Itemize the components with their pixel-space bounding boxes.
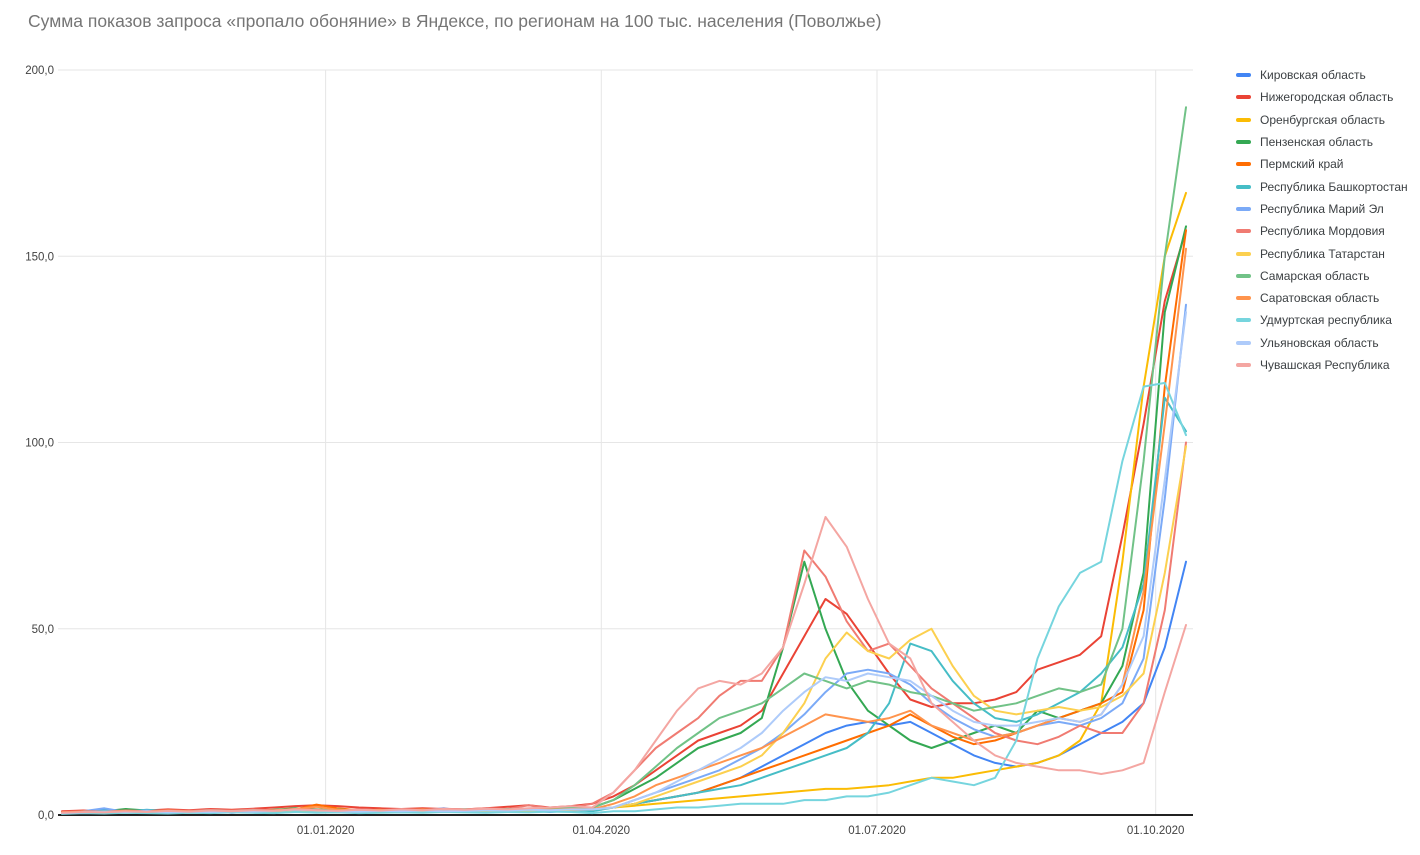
legend-item-12[interactable]: Ульяновская область [1236,332,1408,354]
legend-label: Пермский край [1260,157,1344,172]
legend-swatch-icon [1236,73,1251,78]
y-axis-tick-label: 50,0 [32,624,54,636]
series-line-1[interactable] [61,229,1187,813]
legend-item-7[interactable]: Республика Мордовия [1236,220,1408,242]
legend-label: Оренбургская область [1260,112,1386,127]
legend-label: Чувашская Республика [1260,358,1390,372]
legend-item-1[interactable]: Нижегородская область [1236,86,1408,108]
chart-title: Сумма показов запроса «пропало обоняние»… [28,11,882,31]
legend-item-2[interactable]: Оренбургская область [1236,109,1408,131]
legend-item-5[interactable]: Республика Башкортостан [1236,175,1408,197]
legend-swatch-icon [1236,251,1251,256]
series-line-13[interactable] [61,516,1187,814]
legend-item-3[interactable]: Пензенская область [1236,131,1408,153]
y-axis-tick-label: 0,0 [38,810,54,822]
y-axis-tick-label: 200,0 [25,65,54,77]
legend-swatch-icon [1236,340,1251,345]
series-line-12[interactable] [61,311,1187,815]
legend-item-6[interactable]: Республика Марий Эл [1236,198,1408,220]
legend-swatch-icon [1236,273,1251,278]
legend-swatch-icon [1236,229,1251,234]
series-line-11[interactable] [61,381,1187,815]
series-line-5[interactable] [61,396,1187,814]
legend-label: Самарская область [1260,268,1370,283]
series-line-0[interactable] [61,560,1187,815]
legend-label: Республика Марий Эл [1260,201,1384,216]
series-line-8[interactable] [61,445,1187,815]
series-line-9[interactable] [61,106,1187,814]
legend-item-4[interactable]: Пермский край [1236,153,1408,175]
legend-label: Удмуртская республика [1260,313,1392,328]
legend-label: Кировская область [1260,68,1366,83]
series-line-2[interactable] [61,191,1187,815]
series-line-10[interactable] [61,247,1187,814]
legend-label: Республика Мордовия [1260,224,1385,239]
legend-item-10[interactable]: Саратовская область [1236,287,1408,309]
y-axis-tick-label: 100,0 [25,438,54,450]
legend-item-0[interactable]: Кировская область [1236,64,1408,86]
legend-item-13[interactable]: Чувашская Республика [1236,354,1408,376]
legend-label: Ульяновская область [1260,335,1379,350]
legend-swatch-icon [1236,117,1251,122]
legend-item-11[interactable]: Удмуртская республика [1236,309,1408,331]
legend-swatch-icon [1236,318,1251,323]
legend-swatch-icon [1236,162,1251,167]
x-axis-tick-label: 01.10.2020 [1127,825,1185,837]
legend-label: Республика Татарстан [1260,246,1385,261]
legend-swatch-icon [1236,184,1251,189]
legend-swatch-icon [1236,206,1251,211]
legend-label: Пензенская область [1260,135,1374,150]
legend-swatch-icon [1236,296,1251,301]
legend: Кировская область Нижегородская область Ор… [1236,64,1408,376]
legend-item-8[interactable]: Республика Татарстан [1236,242,1408,264]
legend-label: Республика Башкортостан [1260,179,1408,194]
y-axis-tick-label: 150,0 [25,251,54,263]
x-axis-tick-label: 01.01.2020 [297,825,355,837]
x-axis-tick-label: 01.07.2020 [848,825,906,837]
legend-swatch-icon [1236,140,1251,145]
series-line-7[interactable] [61,441,1187,813]
x-axis-tick-label: 01.04.2020 [573,825,631,837]
legend-label: Саратовская область [1260,291,1380,306]
legend-item-9[interactable]: Самарская область [1236,265,1408,287]
legend-swatch-icon [1236,95,1251,100]
legend-label: Нижегородская область [1260,90,1394,105]
legend-swatch-icon [1236,363,1251,367]
